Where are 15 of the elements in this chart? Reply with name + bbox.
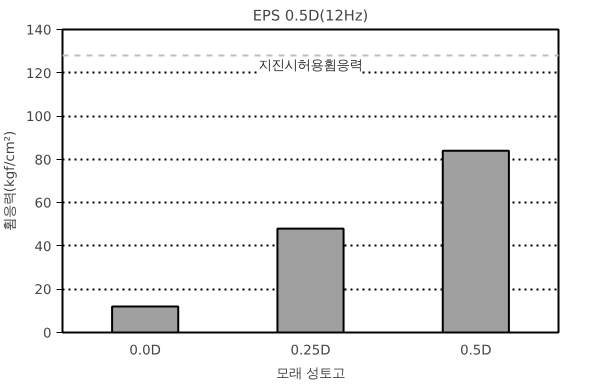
y-tick-label: 100 (26, 110, 52, 126)
y-tick-label: 140 (26, 24, 52, 38)
y-tick-label: 60 (34, 196, 52, 212)
y-tick-label: 40 (34, 240, 52, 255)
chart-title: EPS 0.5D(12Hz) (252, 8, 368, 24)
x-axis-title: 모래 성토고 (276, 366, 346, 382)
y-tick-label: 20 (34, 283, 52, 298)
x-tick-label: 0.25D (290, 344, 330, 358)
ref-line-label: 지진시허용휨응력 (258, 58, 362, 74)
y-tick-label: 120 (26, 66, 52, 82)
y-tick-label: 0 (43, 326, 52, 342)
y-axis-title: 휨응력(kgf/cm²) (3, 130, 18, 232)
y-tick-label: 80 (34, 153, 52, 168)
x-tick-label: 0.5D (460, 344, 492, 358)
x-tick-label: 0.0D (129, 344, 161, 358)
